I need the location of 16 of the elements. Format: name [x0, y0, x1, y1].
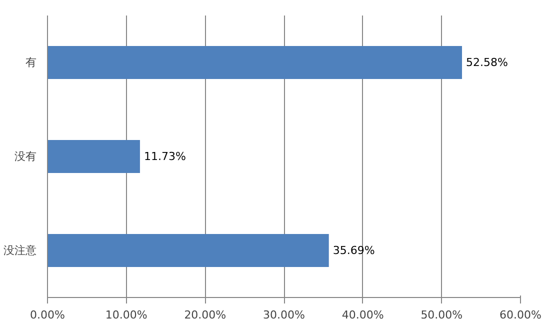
bar	[48, 46, 462, 79]
y-tick-label: 有	[26, 56, 36, 69]
data-label: 11.73%	[144, 150, 186, 163]
x-tick-label: 0.00%	[30, 308, 65, 322]
x-tick-label: 10.00%	[105, 308, 148, 322]
data-label: 35.69%	[332, 244, 375, 257]
x-tick-label: 40.00%	[342, 308, 384, 322]
data-label: 52.58%	[466, 56, 508, 69]
x-tick-label: 20.00%	[184, 308, 226, 322]
bar	[48, 140, 140, 173]
y-tick-label: 没有	[14, 150, 36, 163]
x-tick-label: 60.00%	[500, 308, 542, 322]
bar	[48, 234, 329, 267]
x-tick-label: 50.00%	[420, 308, 463, 322]
y-tick-label: 没注意	[4, 244, 36, 257]
x-tick-label: 30.00%	[263, 308, 305, 322]
